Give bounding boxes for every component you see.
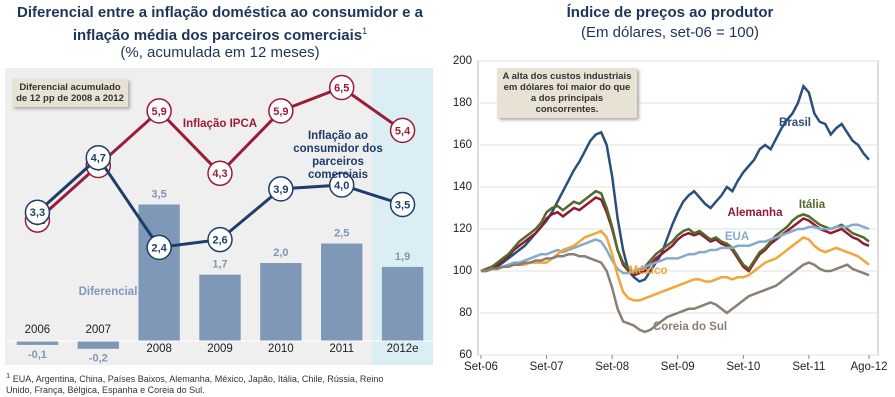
title-note-marker: 1 bbox=[362, 26, 368, 36]
bar bbox=[16, 341, 59, 345]
series-label: Alemanha bbox=[728, 207, 784, 219]
point bbox=[85, 144, 112, 171]
point bbox=[328, 74, 355, 101]
value-label: 2,4 bbox=[151, 242, 167, 254]
value-label: 6,5 bbox=[334, 82, 349, 94]
line bbox=[480, 189, 870, 275]
value-label: 5,9 bbox=[273, 106, 288, 118]
chart-subtitle: (Em dólares, set-06 = 100) bbox=[580, 24, 759, 41]
x-tick-label: 2012e bbox=[387, 343, 419, 355]
title-text: Diferencial entre a inflação doméstica a… bbox=[17, 4, 423, 44]
bar bbox=[321, 243, 363, 341]
bar bbox=[260, 263, 302, 341]
value-label: 2,0 bbox=[273, 247, 288, 259]
x-tick-label: 2011 bbox=[329, 343, 354, 355]
line bbox=[480, 196, 870, 277]
series-label: EUA bbox=[725, 231, 749, 243]
point bbox=[146, 234, 172, 261]
footnote: 1 EUA, Argentina, China, Países Baixos, … bbox=[6, 370, 386, 396]
line bbox=[481, 229, 870, 302]
bar bbox=[77, 341, 119, 349]
footnote-marker: 1 bbox=[6, 371, 11, 380]
point bbox=[146, 98, 172, 124]
chart-subtitle: (%, acumulada em 12 meses) bbox=[120, 44, 320, 61]
chart-title: Índice de preços ao produtor bbox=[566, 4, 774, 21]
point bbox=[328, 172, 355, 198]
bar bbox=[199, 274, 241, 341]
x-tick-label: 2008 bbox=[146, 343, 172, 355]
y-tick-label: 200 bbox=[453, 55, 472, 67]
value-label: 3,5 bbox=[151, 188, 166, 200]
x-tick-label: Set-07 bbox=[530, 361, 564, 373]
value-label: 4,3 bbox=[212, 168, 227, 180]
x-tick-label: 2010 bbox=[268, 343, 294, 355]
footnote-text: EUA, Argentina, China, Países Baixos, Al… bbox=[6, 374, 384, 395]
point bbox=[389, 117, 416, 144]
point bbox=[268, 176, 294, 202]
x-tick-label: 2009 bbox=[207, 343, 233, 355]
series-label: Itália bbox=[799, 199, 826, 211]
point bbox=[389, 191, 416, 218]
value-label: 5,4 bbox=[395, 125, 411, 137]
chart-title: Diferencial entre a inflação doméstica a… bbox=[0, 4, 440, 45]
value-label: 3,3 bbox=[30, 207, 45, 219]
point bbox=[207, 226, 233, 253]
value-label: 1,7 bbox=[212, 259, 227, 271]
bar bbox=[381, 266, 424, 341]
value-label: 5,9 bbox=[151, 106, 166, 118]
value-label: 3,5 bbox=[395, 199, 410, 211]
x-tick-label: Set-06 bbox=[464, 361, 498, 373]
point bbox=[207, 160, 233, 187]
series-label: Inflação IPCA bbox=[182, 118, 258, 130]
y-tick-label: 60 bbox=[459, 349, 472, 361]
x-tick-label: Set-10 bbox=[726, 361, 760, 373]
annotation: Diferencial acumulado de 12 pp de 2008 a… bbox=[12, 79, 128, 107]
x-tick-label: Set-09 bbox=[661, 361, 695, 373]
series-label: Coreia do Sul bbox=[653, 321, 727, 333]
value-label: 4,7 bbox=[91, 153, 106, 165]
value-label: 1,9 bbox=[395, 251, 410, 263]
line bbox=[481, 223, 870, 275]
x-tick-label: 2006 bbox=[25, 324, 51, 336]
value-label: -0,2 bbox=[89, 353, 108, 365]
y-tick-label: 160 bbox=[453, 139, 472, 151]
value-label: -0,1 bbox=[28, 349, 47, 361]
series-label: Diferencial bbox=[78, 286, 138, 298]
annotation: A alta dos custos industriais em dólares… bbox=[497, 68, 637, 118]
y-tick-label: 180 bbox=[453, 97, 472, 109]
x-tick-label: Set-11 bbox=[792, 361, 825, 373]
x-tick-label: 2007 bbox=[85, 324, 111, 336]
value-label: 2,5 bbox=[334, 227, 349, 239]
x-tick-label: Ago-12 bbox=[850, 361, 887, 373]
point bbox=[24, 199, 51, 226]
x-tick-label: Set-08 bbox=[595, 361, 629, 373]
y-tick-label: 140 bbox=[453, 181, 472, 193]
value-label: 4,0 bbox=[334, 180, 349, 192]
y-tick-label: 120 bbox=[453, 223, 472, 235]
series-label: Inflação ao consumidor dos parceiros com… bbox=[293, 130, 383, 181]
series-label: Brasil bbox=[779, 117, 811, 129]
series-label: México bbox=[629, 265, 668, 277]
point bbox=[268, 98, 294, 124]
value-label: 2,6 bbox=[212, 235, 227, 247]
line bbox=[481, 252, 870, 334]
y-tick-label: 100 bbox=[453, 265, 472, 277]
y-tick-label: 80 bbox=[459, 307, 472, 319]
value-label: 3,9 bbox=[273, 184, 288, 196]
